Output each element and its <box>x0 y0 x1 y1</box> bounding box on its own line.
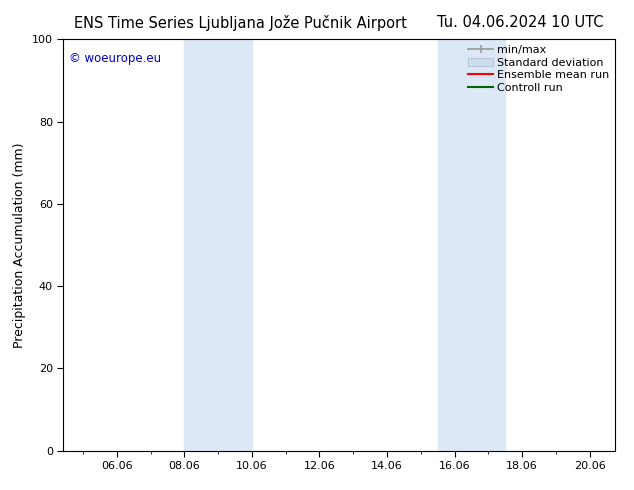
Text: ENS Time Series Ljubljana Jože Pučnik Airport: ENS Time Series Ljubljana Jože Pučnik Ai… <box>74 15 408 31</box>
Text: © woeurope.eu: © woeurope.eu <box>69 51 161 65</box>
Bar <box>437 39 505 451</box>
Legend: min/max, Standard deviation, Ensemble mean run, Controll run: min/max, Standard deviation, Ensemble me… <box>466 43 612 96</box>
Y-axis label: Precipitation Accumulation (mm): Precipitation Accumulation (mm) <box>13 142 27 348</box>
Text: Tu. 04.06.2024 10 UTC: Tu. 04.06.2024 10 UTC <box>437 15 603 30</box>
Bar <box>184 39 252 451</box>
